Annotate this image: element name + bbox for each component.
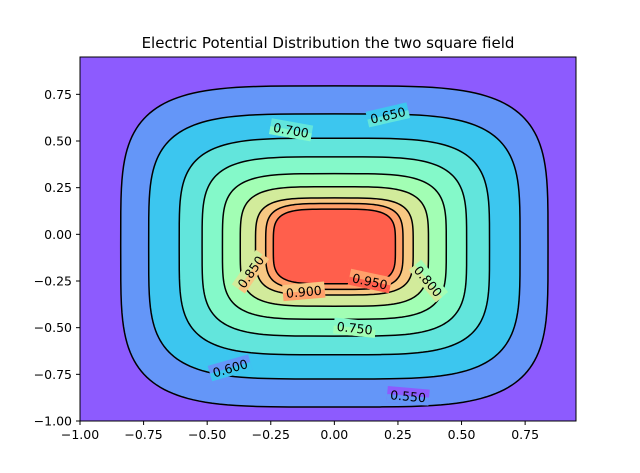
y-tick-label: −1.00	[34, 414, 72, 429]
contour-line-0.600	[147, 113, 521, 380]
contour-label-0.750: 0.750	[332, 317, 377, 338]
svg-text:0.750: 0.750	[336, 319, 373, 338]
x-tick-label: 0.75	[511, 427, 539, 442]
x-tick-label: −0.75	[124, 427, 162, 442]
y-axis: −1.00 −0.75 −0.50 −0.25 0.00 0.25 0.50 0.75	[34, 87, 80, 429]
y-tick-label: −0.50	[34, 320, 72, 335]
x-tick-label: 0.00	[320, 427, 348, 442]
svg-text:0.550: 0.550	[390, 387, 427, 405]
y-tick-label: 0.50	[44, 134, 72, 149]
plot-area: 0.5500.6000.6500.7000.7500.8000.8500.900…	[80, 57, 576, 421]
contour-line-0.550	[119, 85, 549, 408]
y-tick-label: −0.75	[34, 367, 72, 382]
contour-label-0.700: 0.700	[269, 118, 314, 142]
svg-text:0.700: 0.700	[272, 120, 310, 141]
chart-title: Electric Potential Distribution the two …	[142, 34, 515, 52]
contour-label-0.550: 0.550	[386, 386, 430, 406]
contour-line-0.850	[254, 197, 414, 296]
contour-line-0.700	[201, 156, 468, 337]
contour-line-0.650	[178, 137, 491, 356]
contour-label-0.900: 0.900	[282, 281, 326, 302]
x-tick-label: −0.25	[252, 427, 290, 442]
svg-text:0.900: 0.900	[285, 283, 322, 301]
x-axis: −1.00 −0.75 −0.50 −0.25 0.00 0.25 0.50 0.75	[61, 421, 539, 442]
svg-text:0.950: 0.950	[351, 270, 389, 292]
x-tick-label: 0.50	[448, 427, 476, 442]
contour-fill-0.950	[273, 209, 396, 284]
x-tick-label: 0.25	[384, 427, 412, 442]
x-tick-label: −1.00	[61, 427, 99, 442]
x-tick-label: −0.50	[188, 427, 226, 442]
contour-label-0.950: 0.950	[347, 268, 393, 294]
y-tick-label: 0.75	[44, 87, 72, 102]
y-tick-label: −0.25	[34, 274, 72, 289]
contour-line-0.800	[239, 185, 430, 307]
y-tick-label: 0.25	[44, 180, 72, 195]
y-tick-label: 0.00	[44, 227, 72, 242]
plot-frame	[79, 56, 577, 422]
contour-line-0.750	[221, 172, 448, 321]
